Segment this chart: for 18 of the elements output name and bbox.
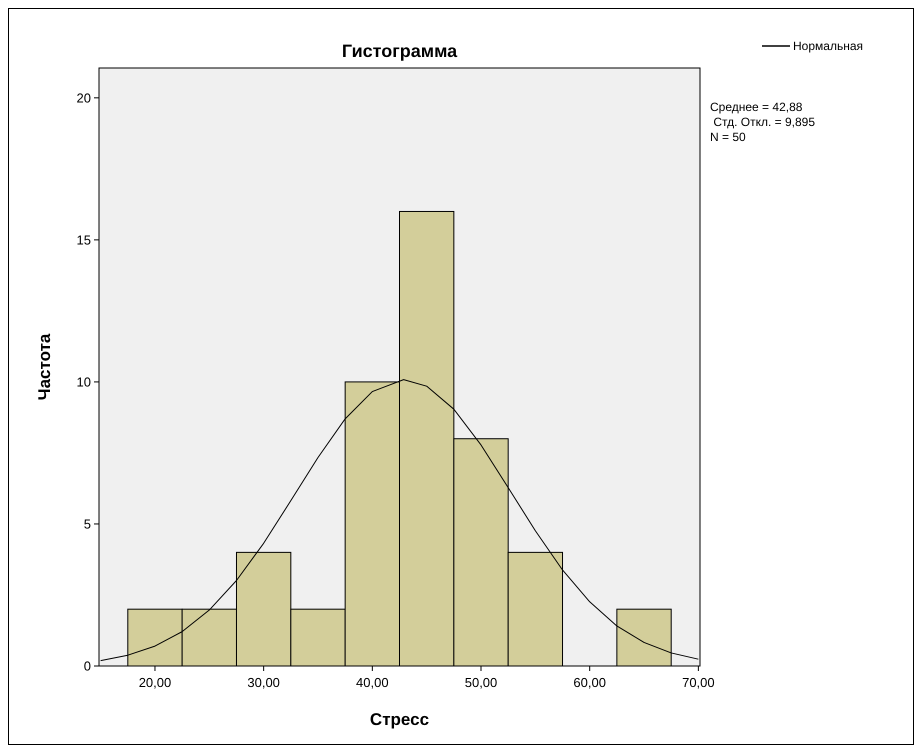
x-tick-label: 70,00 <box>682 675 715 690</box>
x-tick-label: 50,00 <box>464 675 498 690</box>
y-axis-title: Частота <box>35 333 54 400</box>
legend-label: Нормальная <box>793 39 863 53</box>
x-tick-label: 40,00 <box>356 675 389 690</box>
x-axis-title: Стресс <box>370 710 430 729</box>
y-tick-label: 10 <box>76 374 91 390</box>
y-tick-label: 15 <box>76 232 91 248</box>
chart-title: Гистограмма <box>342 41 458 61</box>
y-tick-label: 0 <box>84 658 91 674</box>
y-tick-label: 5 <box>84 516 91 532</box>
x-tick-label: 30,00 <box>247 675 280 690</box>
x-tick-label: 20,00 <box>138 675 172 690</box>
x-tick-label: 60,00 <box>573 675 606 690</box>
text: Среднее = 42,88 <box>710 100 803 114</box>
y-tick-label: 20 <box>76 90 91 106</box>
text: Стд. Откл. = 9,895 <box>710 115 816 129</box>
text: N = 50 <box>710 130 746 144</box>
